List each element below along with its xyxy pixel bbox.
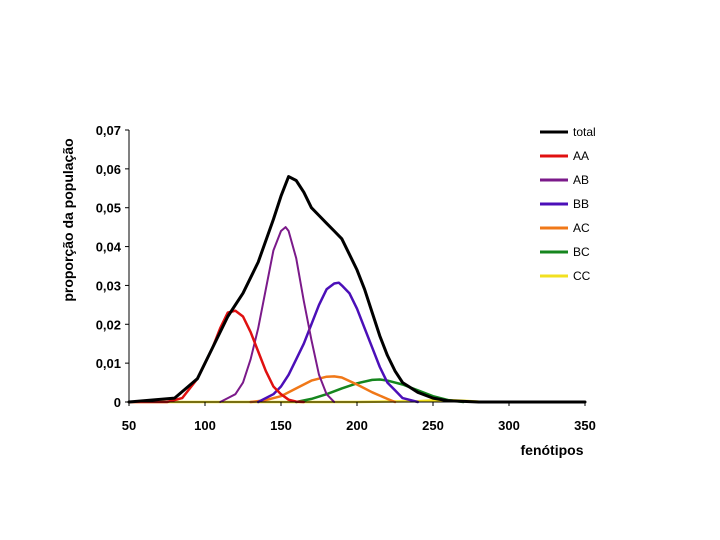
series-line-aa xyxy=(127,309,306,404)
legend-label-total: total xyxy=(573,125,596,139)
y-tick-label: 0 xyxy=(114,395,121,410)
series-line-ac xyxy=(249,375,397,404)
x-tick-label: 100 xyxy=(194,418,216,433)
legend-label-cc: CC xyxy=(573,269,591,283)
y-tick-label: 0,07 xyxy=(96,123,121,138)
x-tick-label: 50 xyxy=(122,418,136,433)
legend-label-ab: AB xyxy=(573,173,589,187)
plot-area xyxy=(127,175,587,404)
legend-label-ac: AC xyxy=(573,221,590,235)
legend: total AA AB BB AC BC CC xyxy=(540,125,596,283)
y-tick-label: 0,02 xyxy=(96,317,121,332)
series-line-ab xyxy=(219,226,336,403)
x-ticks: 50 100 150 200 250 300 350 xyxy=(122,402,596,433)
legend-label-bb: BB xyxy=(573,197,589,211)
x-tick-label: 150 xyxy=(270,418,292,433)
x-tick-label: 300 xyxy=(498,418,520,433)
x-tick-label: 250 xyxy=(422,418,444,433)
y-tick-label: 0,04 xyxy=(96,240,122,255)
y-axis-title: proporção da população xyxy=(60,138,76,301)
series-line-total xyxy=(127,175,587,404)
legend-label-aa: AA xyxy=(573,149,589,163)
y-tick-label: 0,03 xyxy=(96,278,121,293)
legend-label-bc: BC xyxy=(573,245,590,259)
x-axis-title: fenótipos xyxy=(521,442,584,458)
y-tick-label: 0,05 xyxy=(96,201,121,216)
y-tick-label: 0,01 xyxy=(96,356,121,371)
x-tick-label: 350 xyxy=(574,418,596,433)
x-tick-label: 200 xyxy=(346,418,368,433)
series-line-bb xyxy=(256,281,420,404)
y-tick-label: 0,06 xyxy=(96,162,121,177)
y-ticks: 0 0,01 0,02 0,03 0,04 0,05 0,06 0,07 xyxy=(96,123,129,410)
